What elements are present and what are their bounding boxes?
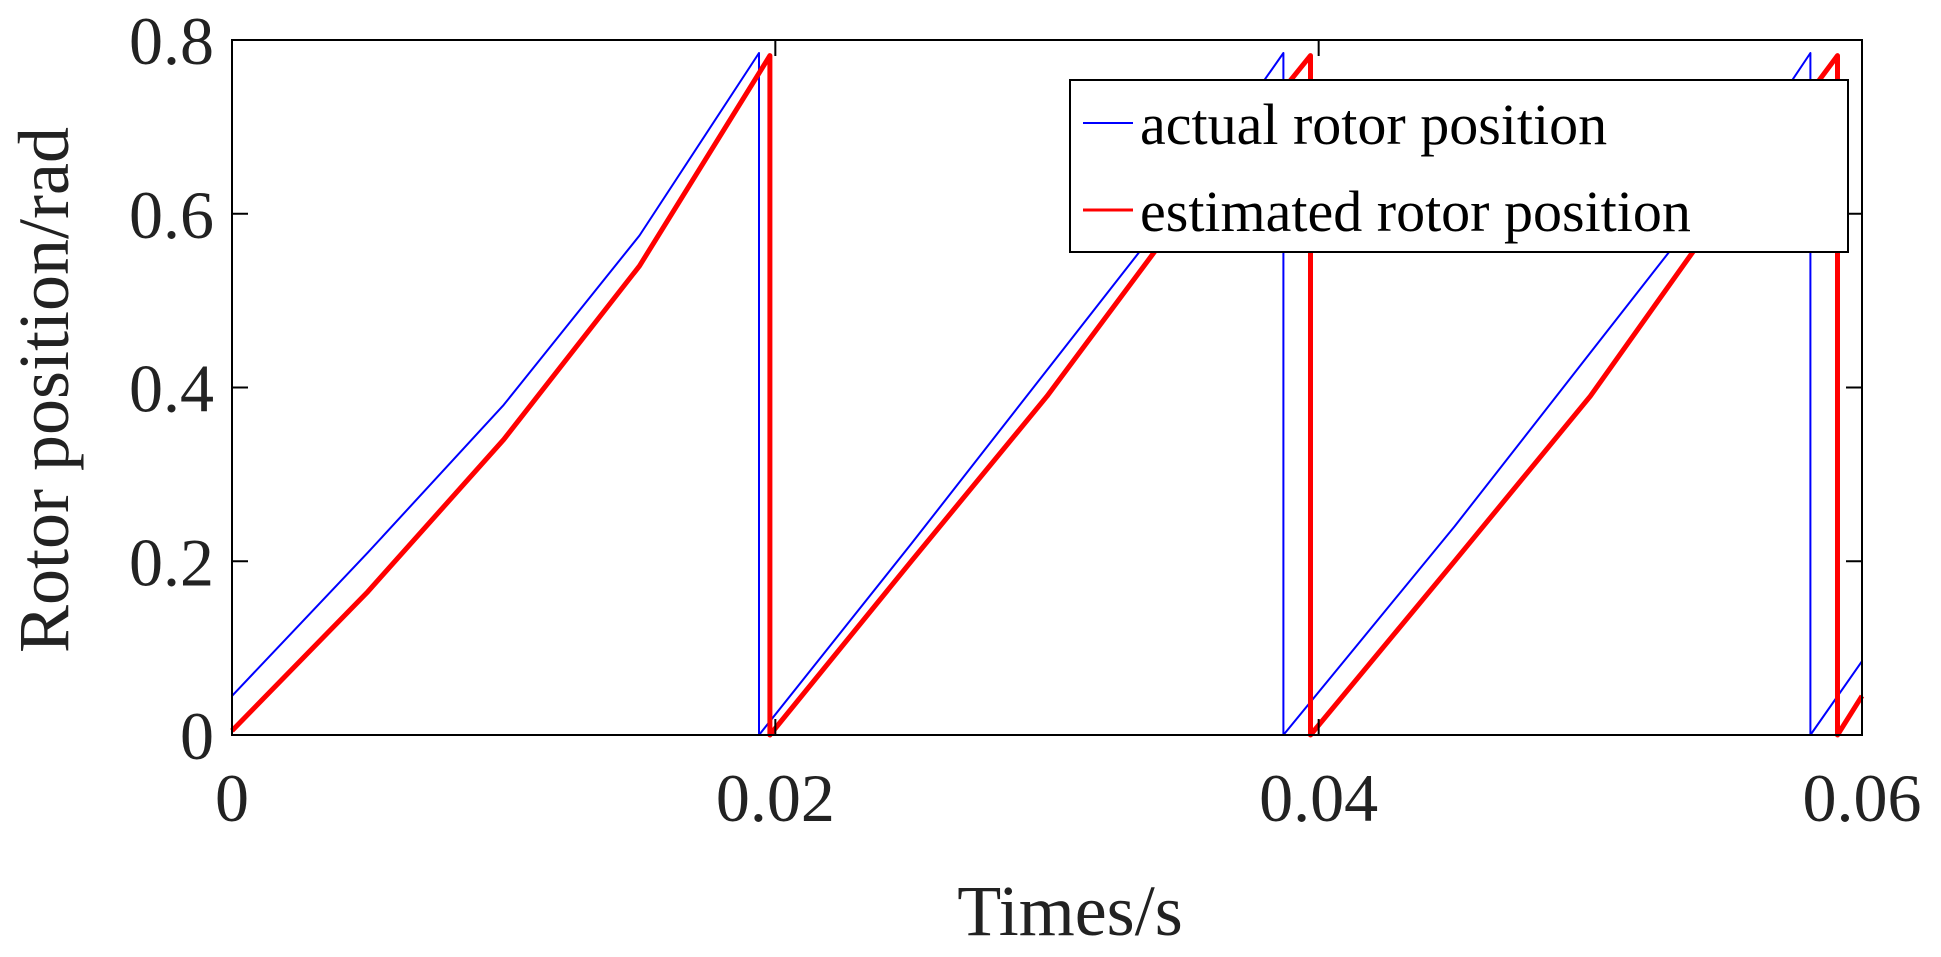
legend-label-actual: actual rotor position [1140,92,1607,157]
y-tick-label: 0.6 [129,177,214,253]
plot-area: 0 0.02 0.04 0.06 0 0.2 0.4 0.6 0.8 [129,3,1922,836]
legend-box [1069,79,1849,253]
y-tick-label: 0.8 [129,3,214,79]
y-tick-label: 0.2 [129,524,214,600]
x-tick-label: 0.02 [716,760,835,836]
x-axis-label: Times/s [957,871,1182,951]
y-tick-label: 0 [180,698,214,774]
y-tick-label: 0.4 [129,351,214,427]
legend: actual rotor position estimated rotor po… [1069,79,1849,253]
x-tick-label: 0 [215,760,249,836]
x-tick-label: 0.04 [1259,760,1378,836]
legend-label-estimated: estimated rotor position [1140,179,1691,244]
y-axis-label: Rotor position/rad [4,127,84,653]
x-tick-label: 0.06 [1803,760,1922,836]
